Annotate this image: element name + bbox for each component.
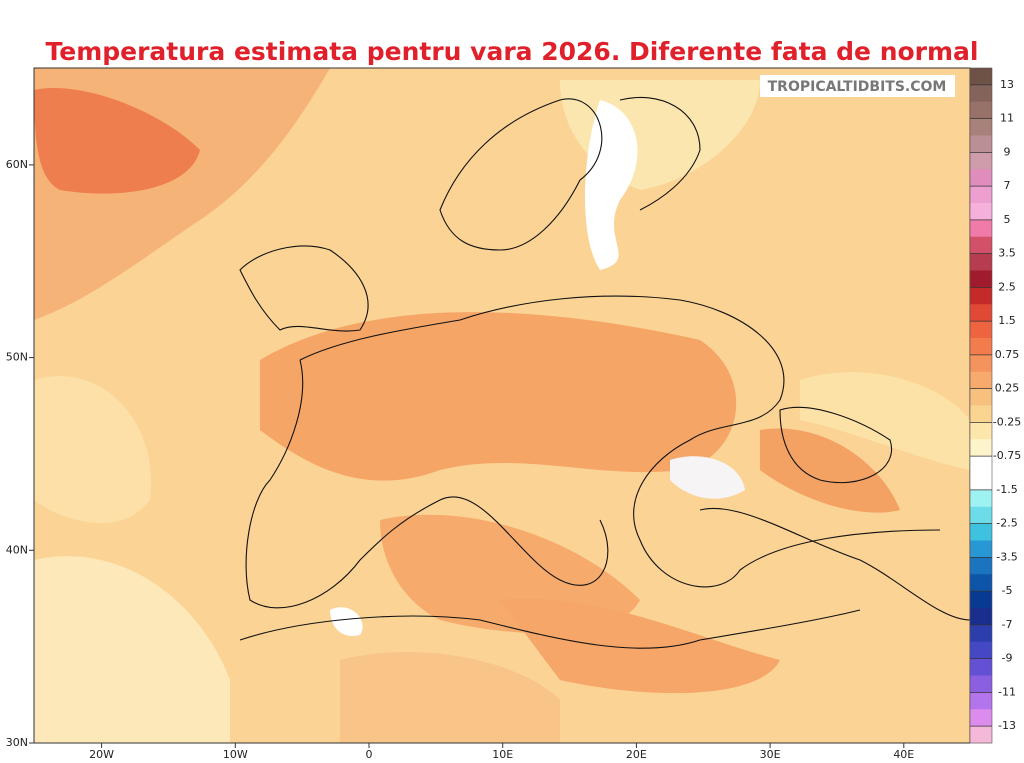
colorbar-swatch — [970, 118, 992, 136]
colorbar-swatch — [970, 489, 992, 508]
colorbar-swatch — [970, 540, 992, 558]
colorbar-label: 1.5 — [998, 314, 1016, 327]
colorbar-label: -3.5 — [996, 550, 1017, 563]
colorbar: 13 11 9 7 5 3.5 2.5 1.5 0.75 0.25 -0.25 -0.75 -1.5 -2… — [969, 67, 1021, 744]
colorbar-label: -0.75 — [993, 449, 1021, 462]
colorbar-swatch — [970, 203, 992, 221]
colorbar-swatch — [970, 354, 992, 373]
colorbar-swatch — [970, 371, 992, 390]
colorbar-swatch — [970, 152, 992, 170]
colorbar-swatch — [970, 219, 992, 238]
colorbar-label: 5 — [1004, 213, 1011, 226]
colorbar-swatch — [970, 574, 992, 592]
colorbar-swatch — [970, 641, 992, 660]
colorbar-swatch — [970, 236, 992, 255]
colorbar-swatch — [970, 304, 992, 322]
colorbar-swatch — [970, 557, 992, 575]
map-title: Temperatura estimata pentru vara 2026. D… — [46, 37, 979, 66]
lat-tick-label: 30N — [6, 736, 28, 749]
colorbar-swatch — [970, 473, 992, 491]
colorbar-swatch — [970, 321, 992, 339]
colorbar-label: 13 — [1000, 78, 1014, 91]
lon-tick-label: 10W — [223, 748, 248, 761]
colorbar-label: 9 — [1004, 145, 1011, 158]
colorbar-label: -0.25 — [993, 415, 1021, 428]
colorbar-label: 11 — [1000, 112, 1014, 125]
colorbar-swatch — [970, 338, 992, 356]
colorbar-swatch — [970, 287, 992, 305]
colorbar-swatch — [970, 523, 992, 541]
colorbar-swatch — [970, 388, 992, 406]
colorbar-swatch — [970, 270, 992, 288]
colorbar-label: -5 — [1002, 584, 1013, 597]
colorbar-swatch — [970, 101, 992, 120]
colorbar-swatch — [970, 186, 992, 204]
colorbar-swatch — [970, 658, 992, 676]
colorbar-frame — [969, 67, 993, 744]
colorbar-label: 3.5 — [998, 247, 1016, 260]
colorbar-swatch — [970, 709, 992, 727]
colorbar-swatch — [970, 726, 992, 744]
colorbar-label: -2.5 — [996, 517, 1017, 530]
lon-tick-label: 0 — [366, 748, 373, 761]
lat-tick-label: 60N — [6, 158, 28, 171]
colorbar-swatch — [970, 506, 992, 525]
colorbar-swatch — [970, 253, 992, 271]
colorbar-label: -1.5 — [996, 483, 1017, 496]
colorbar-swatch — [970, 439, 992, 457]
colorbar-swatch — [970, 624, 992, 643]
map-field — [34, 68, 970, 743]
colorbar-swatch — [970, 135, 992, 153]
colorbar-swatch — [970, 84, 992, 103]
colorbar-swatch — [970, 169, 992, 187]
colorbar-swatch — [970, 675, 992, 693]
colorbar-swatch — [970, 608, 992, 626]
lon-tick-label: 20W — [89, 748, 114, 761]
lon-tick-label: 40E — [893, 748, 914, 761]
colorbar-swatch — [970, 591, 992, 609]
axes: 60N 50N 40N 30N 20W 10W 0 10E 20E 30E 40E — [6, 158, 915, 761]
colorbar-label: 2.5 — [998, 280, 1016, 293]
colorbar-label: 7 — [1004, 179, 1011, 192]
colorbar-swatch — [970, 456, 992, 474]
colorbar-label: -13 — [998, 719, 1016, 732]
colorbar-swatch — [970, 68, 992, 86]
colorbar-label: -7 — [1002, 618, 1013, 631]
lon-tick-label: 10E — [492, 748, 513, 761]
colorbar-label: -11 — [998, 685, 1016, 698]
colorbar-swatch — [970, 405, 992, 423]
colorbar-label: 0.75 — [995, 348, 1020, 361]
watermark-box — [760, 75, 955, 97]
colorbar-swatch — [970, 692, 992, 710]
lat-tick-label: 50N — [6, 351, 28, 364]
lon-tick-label: 20E — [626, 748, 647, 761]
colorbar-label: 0.25 — [995, 382, 1020, 395]
lat-tick-label: 40N — [6, 543, 28, 556]
colorbar-label: -9 — [1002, 652, 1013, 665]
watermark: TROPICALTIDBITS.COM — [768, 79, 947, 95]
colorbar-swatch — [970, 422, 992, 440]
lon-tick-label: 30E — [760, 748, 781, 761]
